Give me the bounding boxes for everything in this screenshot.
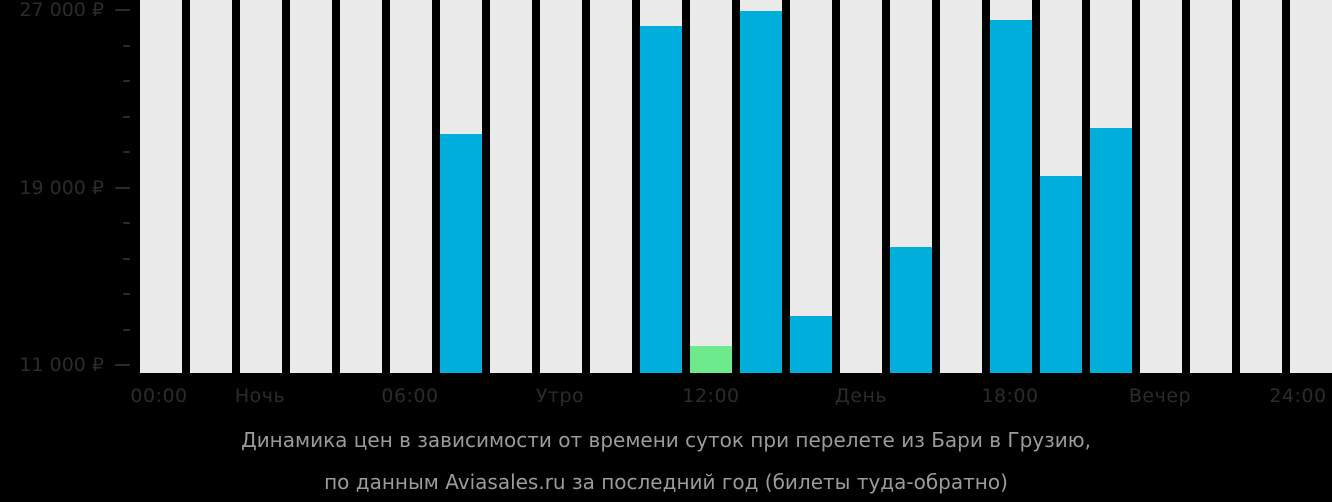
x-axis-tick-label: 06:00 [381,385,439,407]
price-bar [1090,127,1132,373]
x-axis-tick-label: Вечер [1128,385,1192,407]
y-axis-minor-tick [123,328,130,331]
y-axis-minor-tick [123,257,130,260]
x-axis-tick-label: День [834,385,888,407]
plot-area [140,0,1332,373]
x-axis-tick-label: 24:00 [1269,385,1327,407]
y-axis-tick-label: 27 000 ₽ [19,0,104,21]
y-axis-minor-tick [123,80,130,82]
x-axis-tick-label: Утро [535,385,585,407]
x-axis-tick-label: 18:00 [981,385,1039,407]
price-bar [740,11,782,373]
hour-column-background [1240,0,1282,373]
y-axis-minor-tick [123,222,130,224]
hour-column-background [840,0,882,373]
chart-caption-line-2: по данным Aviasales.ru за последний год … [324,470,1008,494]
price-bar [890,247,932,373]
hour-column-background [390,0,432,373]
hour-column-background [790,0,832,373]
hour-column-background [590,0,632,373]
price-bar [790,316,832,373]
chart-caption-line-1: Динамика цен в зависимости от времени су… [241,428,1091,452]
hour-column-background [1190,0,1232,373]
y-axis-major-tick [115,364,130,366]
y-axis-minor-tick [123,151,130,153]
y-axis-minor-tick [123,44,130,47]
hour-column-background [690,0,732,373]
x-axis-tick-label: Ночь [234,385,286,407]
x-axis-tick-label: 12:00 [682,385,740,407]
hour-column-background [540,0,582,373]
y-axis-major-tick [115,186,130,189]
hour-column-background [1140,0,1182,373]
price-bar [990,20,1032,373]
hour-column-background [140,0,182,373]
hour-column-background [340,0,382,373]
hour-column-background [490,0,532,373]
price-bar [1040,176,1082,373]
hour-column-background [940,0,982,373]
x-axis-tick-label: 00:00 [130,385,188,407]
price-bar [440,134,482,373]
y-axis-major-tick [115,9,130,11]
y-axis-tick-label: 19 000 ₽ [19,176,104,199]
price-bar [640,25,682,373]
hour-column-background [240,0,282,373]
y-axis-minor-tick [123,115,130,118]
hour-column-background [1290,0,1332,373]
price-bar-lowest [690,346,732,373]
hour-column-background [290,0,332,373]
y-axis-tick-label: 11 000 ₽ [19,354,104,376]
hour-column-background [190,0,232,373]
y-axis-minor-tick [123,293,130,295]
